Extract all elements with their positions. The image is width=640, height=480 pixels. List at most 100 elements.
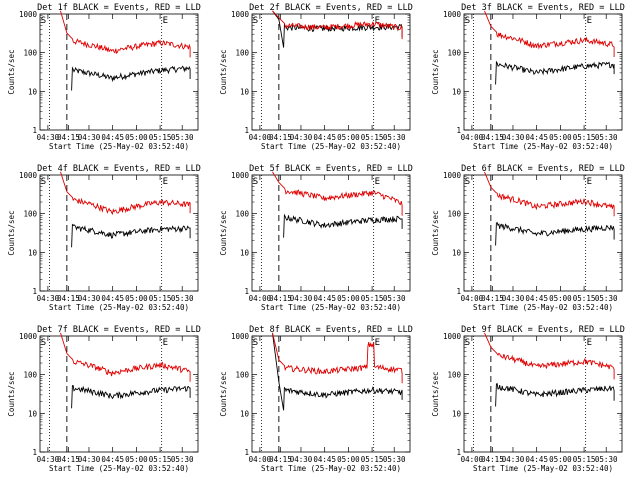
chart-title: Det 6f BLACK = Events, RED = LLD — [461, 164, 625, 174]
y-tick-label: 1000 — [19, 10, 38, 19]
x-tick-label: 04:30 — [37, 455, 60, 464]
x-tick-label: 05:30 — [171, 455, 194, 464]
y-axis-label: Counts/sec — [7, 49, 16, 94]
x-tick-label: 04:00 — [461, 294, 484, 303]
y-tick-label: 1000 — [19, 332, 38, 341]
x-tick-label: 04:15 — [269, 133, 292, 142]
x-tick-label: 05:15 — [149, 133, 172, 142]
end-marker: E — [587, 16, 592, 26]
x-tick-label: 05:15 — [149, 455, 172, 464]
y-tick-label: 1000 — [443, 10, 462, 19]
x-tick-label: 04:45 — [525, 455, 548, 464]
chart-title: Det 3f BLACK = Events, RED = LLD — [461, 3, 625, 13]
end-marker: E — [163, 16, 168, 26]
lld-series-line — [60, 171, 191, 216]
x-tick-label: 04:30 — [290, 133, 313, 142]
y-tick-label: 1000 — [231, 10, 250, 19]
x-tick-label: 04:15 — [269, 455, 292, 464]
y-tick-label: 10 — [452, 248, 462, 257]
events-series-line — [71, 385, 191, 409]
y-axis-label: Counts/sec — [7, 210, 16, 255]
y-tick-label: 10 — [452, 87, 462, 96]
x-axis-label: Start Time (25-May-02 03:52:40) — [49, 464, 189, 473]
plot-frame — [251, 335, 411, 453]
lld-series-line — [484, 171, 615, 217]
lld-series-line — [484, 10, 615, 57]
y-tick-label: 100 — [23, 49, 37, 58]
x-tick-label: 05:15 — [361, 455, 384, 464]
y-tick-label: 1000 — [443, 171, 462, 180]
x-tick-label: 04:00 — [249, 133, 272, 142]
x-tick-label: 04:15 — [57, 133, 80, 142]
y-tick-label: 10 — [240, 248, 250, 257]
y-tick-label: 1 — [244, 126, 249, 135]
events-series-line — [272, 332, 403, 411]
x-tick-label: 04:30 — [37, 133, 60, 142]
y-axis-label: Counts/sec — [431, 371, 440, 416]
y-tick-label: 100 — [447, 371, 461, 380]
end-marker: E — [375, 16, 380, 26]
events-series-line — [71, 65, 191, 91]
x-tick-label: 04:30 — [78, 133, 101, 142]
x-tick-label: 04:15 — [57, 294, 80, 303]
lld-series-line — [272, 10, 403, 40]
events-series-line — [283, 213, 403, 238]
start-marker: S — [41, 177, 46, 187]
x-tick-label: 04:00 — [461, 455, 484, 464]
x-tick-label: 04:30 — [290, 455, 313, 464]
x-tick-label: 05:15 — [573, 455, 596, 464]
x-axis-label: Start Time (25-May-02 03:52:40) — [49, 303, 189, 312]
y-tick-label: 1 — [456, 448, 461, 457]
x-tick-label: 05:30 — [171, 294, 194, 303]
chart-title: Det 4f BLACK = Events, RED = LLD — [37, 164, 201, 174]
y-tick-label: 100 — [23, 371, 37, 380]
events-series-line — [495, 221, 615, 246]
x-tick-label: 04:30 — [290, 294, 313, 303]
chart-panel: Det 4f BLACK = Events, RED = LLD 1 10 100 10… — [7, 164, 201, 312]
y-tick-label: 1 — [244, 448, 249, 457]
start-marker: S — [41, 16, 46, 26]
x-tick-label: 05:15 — [361, 294, 384, 303]
x-tick-label: 05:30 — [383, 294, 406, 303]
chart-panel: Det 9f BLACK = Events, RED = LLD 1 10 100 10… — [431, 325, 625, 473]
end-marker: E — [587, 338, 592, 348]
x-tick-label: 04:45 — [313, 294, 336, 303]
x-tick-label: 05:00 — [337, 294, 360, 303]
y-tick-label: 100 — [447, 210, 461, 219]
y-axis-label: Counts/sec — [219, 371, 228, 416]
y-tick-label: 1000 — [231, 332, 250, 341]
chart-panel: Det 1f BLACK = Events, RED = LLD 1 10 100 10… — [7, 3, 201, 151]
events-series-line — [71, 223, 191, 248]
y-tick-label: 10 — [452, 409, 462, 418]
x-tick-label: 05:00 — [337, 133, 360, 142]
lld-series-line — [60, 10, 191, 58]
plot-frame — [39, 174, 199, 292]
x-tick-label: 05:15 — [361, 133, 384, 142]
x-tick-label: 05:00 — [125, 133, 148, 142]
events-series-line — [495, 60, 615, 85]
y-axis-label: Counts/sec — [431, 49, 440, 94]
lld-series-line — [272, 332, 403, 384]
x-tick-label: 05:00 — [549, 294, 572, 303]
x-tick-label: 05:30 — [171, 133, 194, 142]
x-axis-label: Start Time (25-May-02 03:52:40) — [49, 142, 189, 151]
x-tick-label: 04:00 — [461, 133, 484, 142]
y-tick-label: 1 — [32, 448, 37, 457]
events-series-line — [495, 383, 615, 407]
y-tick-label: 10 — [240, 87, 250, 96]
x-axis-label: Start Time (25-May-02 03:52:40) — [261, 142, 401, 151]
x-axis-label: Start Time (25-May-02 03:52:40) — [473, 303, 613, 312]
x-tick-label: 04:45 — [525, 133, 548, 142]
end-marker: E — [375, 338, 380, 348]
y-tick-label: 1 — [32, 287, 37, 296]
x-tick-label: 04:30 — [78, 455, 101, 464]
x-axis-label: Start Time (25-May-02 03:52:40) — [473, 142, 613, 151]
y-tick-label: 100 — [447, 49, 461, 58]
x-tick-label: 05:00 — [125, 294, 148, 303]
x-tick-label: 05:00 — [125, 455, 148, 464]
chart-panel: Det 6f BLACK = Events, RED = LLD 1 10 100 10… — [431, 164, 625, 312]
y-axis-label: Counts/sec — [7, 371, 16, 416]
x-tick-label: 05:30 — [595, 133, 618, 142]
x-tick-label: 05:00 — [549, 133, 572, 142]
